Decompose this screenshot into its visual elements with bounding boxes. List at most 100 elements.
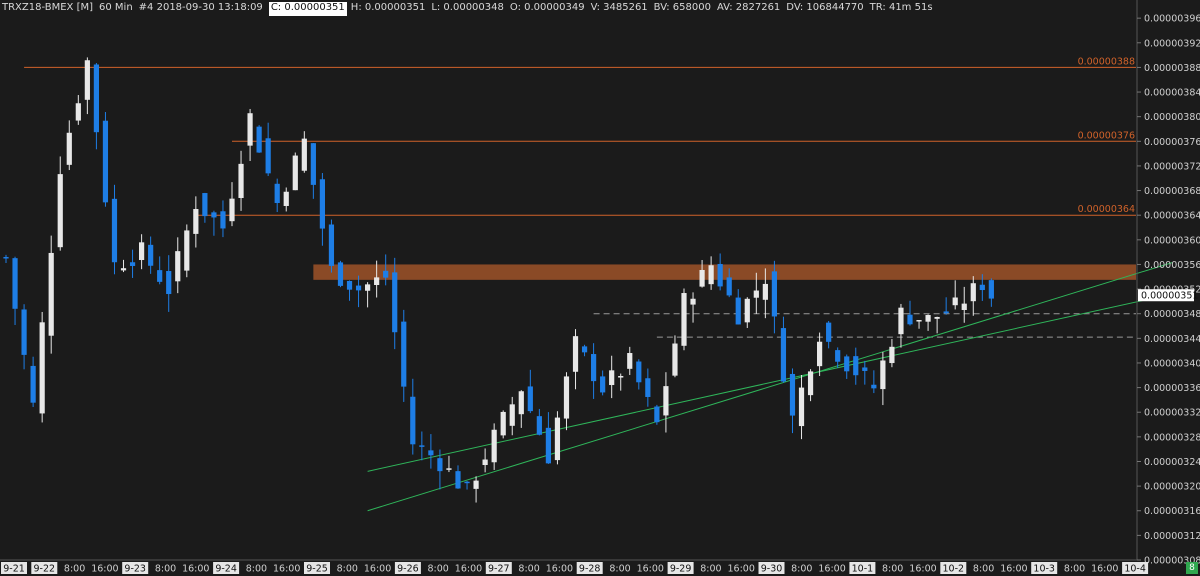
- candle-body: [93, 64, 99, 133]
- candle-body: [274, 183, 280, 204]
- time-tick-label: 8:00: [246, 564, 267, 575]
- candle-body: [202, 193, 208, 217]
- candle-body: [392, 272, 398, 333]
- time-tick-label: 10-1: [852, 564, 874, 575]
- time-tick-label: 8:00: [518, 564, 539, 575]
- candle-body: [21, 309, 27, 355]
- date-tick-background: [940, 562, 967, 574]
- candle-body: [120, 268, 127, 271]
- candle-body: [256, 126, 262, 153]
- price-tick-label: 0.00000340: [1144, 358, 1200, 369]
- candle-body: [952, 297, 958, 306]
- candle-body: [581, 346, 588, 353]
- candle-body: [979, 284, 985, 291]
- candle-body: [365, 284, 371, 291]
- candle-body: [66, 132, 72, 165]
- candle-body: [129, 262, 136, 266]
- candle-body: [672, 343, 678, 376]
- candle-body: [39, 322, 45, 414]
- price-tick-label: 0.00000368: [1144, 186, 1200, 197]
- current-price-label: 0.00000351: [1141, 291, 1198, 302]
- candle-body: [30, 365, 36, 403]
- candle-body: [455, 471, 461, 489]
- date-tick-background: [849, 562, 876, 574]
- candle-body: [853, 356, 859, 376]
- candle-body: [12, 258, 18, 309]
- time-tick-label: 16:00: [818, 564, 845, 575]
- buy-volume-value: BV: 658000: [653, 2, 711, 13]
- candle-body: [139, 242, 145, 261]
- current-price-tag: [1138, 289, 1194, 302]
- candle-body: [410, 396, 416, 445]
- candle-body: [636, 361, 642, 383]
- price-tick-label: 0.00000384: [1144, 88, 1200, 99]
- price-tick-label: 0.00000360: [1144, 235, 1200, 246]
- price-tick-label: 0.00000332: [1144, 408, 1200, 419]
- candle-body: [310, 143, 316, 185]
- price-tick-label: 0.00000336: [1144, 383, 1200, 394]
- time-tick-label: 9-24: [215, 564, 237, 575]
- time-remaining-value: TR: 41m 51s: [869, 2, 933, 13]
- time-tick-label: 8:00: [64, 564, 85, 575]
- candle-body: [428, 450, 434, 456]
- price-tick-label: 0.00000312: [1144, 531, 1200, 542]
- candle-body: [708, 265, 714, 285]
- date-tick-background: [304, 562, 330, 574]
- price-tick-label: 0.00000380: [1144, 112, 1200, 123]
- candle-body: [961, 303, 967, 311]
- candle-body: [663, 386, 669, 416]
- price-tick-label: 0.00000376: [1144, 137, 1200, 148]
- time-tick-label: 16:00: [546, 564, 573, 575]
- resistance-label: 0.00000388: [1078, 56, 1135, 67]
- candle-body: [500, 411, 506, 436]
- candle-body: [473, 480, 479, 489]
- time-tick-label: 16:00: [273, 564, 300, 575]
- time-tick-label: 9-25: [306, 564, 328, 575]
- candle-body: [898, 307, 904, 335]
- candle-body: [75, 103, 81, 121]
- candle-body: [491, 429, 497, 463]
- price-tick-label: 0.00000356: [1144, 260, 1200, 271]
- candle-body: [482, 459, 488, 466]
- candle-body: [880, 360, 886, 390]
- time-tick-label: 9-26: [397, 564, 419, 575]
- candle-body: [753, 290, 759, 298]
- candle-body: [229, 198, 235, 222]
- candle-body: [889, 346, 895, 364]
- candles-layer: [3, 57, 994, 503]
- candle-body: [817, 341, 823, 367]
- price-tick-label: 0.00000308: [1144, 556, 1200, 567]
- candle-body: [283, 191, 289, 206]
- status-badge: 8: [1186, 562, 1198, 574]
- candle-body: [798, 387, 805, 427]
- candle-body: [383, 270, 389, 278]
- candle-body: [211, 212, 217, 218]
- price-axis[interactable]: 0.00000396 0.00000392 0.00000388 0.00000384…: [1136, 0, 1200, 567]
- price-tick-label: 0.00000328: [1144, 432, 1200, 443]
- time-axis[interactable]: 9-21 9-22 8:00 16:00 9-23 8:00 16:00 9-24 8:00 16…: [0, 559, 1149, 575]
- candle-body: [166, 271, 172, 295]
- time-tick-label: 10-2: [943, 564, 965, 575]
- candle-body: [780, 328, 787, 382]
- date-tick-background: [1031, 562, 1058, 574]
- candle-body: [862, 367, 868, 371]
- candle-body: [265, 138, 271, 174]
- time-tick-label: 9-27: [488, 564, 510, 575]
- price-tick-label: 0.00000392: [1144, 38, 1200, 49]
- time-tick-label: 16:00: [455, 564, 482, 575]
- time-tick-label: 9-30: [761, 564, 783, 575]
- price-tick-label: 0.00000364: [1144, 211, 1200, 222]
- candle-body: [943, 311, 949, 314]
- low-value: L: 0.00000348: [431, 2, 504, 13]
- candle-body: [618, 375, 624, 378]
- time-tick-label: 10-3: [1033, 564, 1055, 575]
- time-tick-label: 16:00: [637, 564, 664, 575]
- resistance-zone: [313, 264, 1136, 280]
- candle-body: [681, 293, 687, 346]
- candle-body: [374, 277, 380, 285]
- candle-body: [346, 280, 353, 290]
- close-value: C: 0.00000351: [268, 2, 347, 16]
- candle-body: [464, 481, 470, 484]
